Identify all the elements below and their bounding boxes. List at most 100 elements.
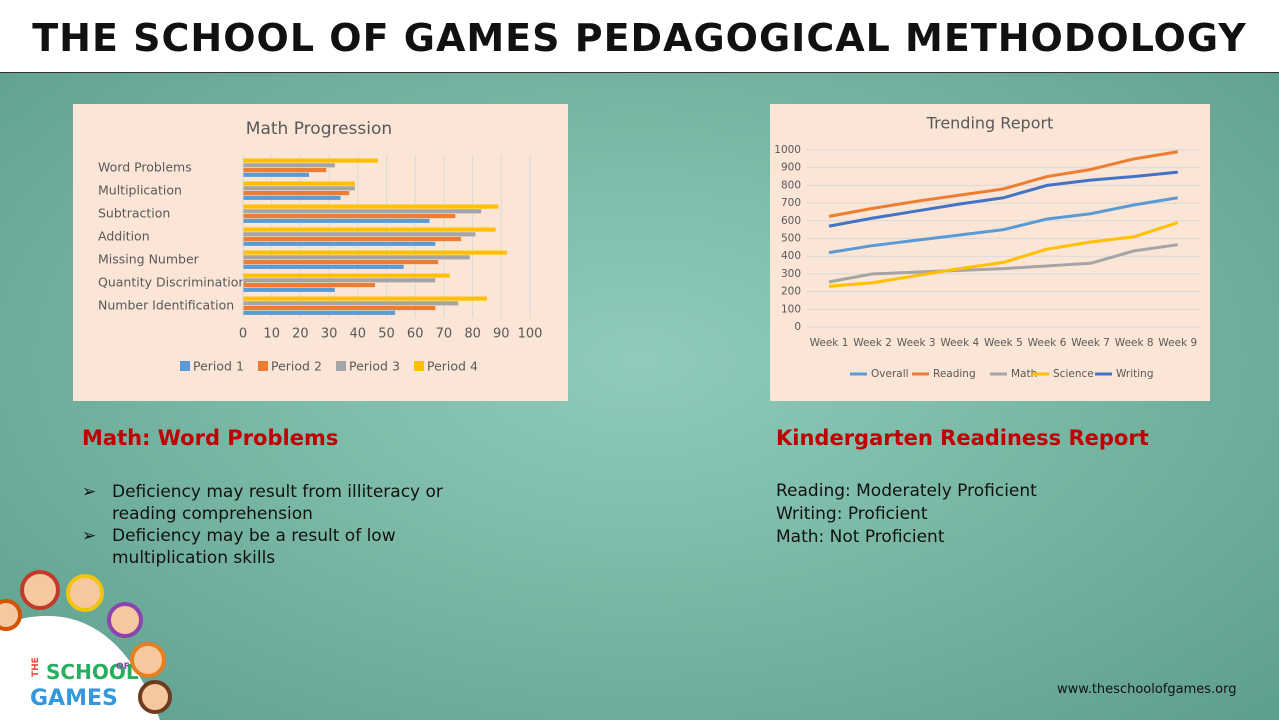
y-tick-label: Addition [98, 229, 150, 244]
bullet: Deficiency may result from illiteracy or… [82, 481, 462, 525]
bar [243, 168, 327, 173]
x-tick-label: 30 [321, 327, 338, 342]
bar [243, 237, 462, 242]
bullet: Deficiency may be a result of low multip… [82, 525, 462, 569]
y-tick-label: Number Identification [98, 298, 234, 313]
bar [243, 296, 487, 301]
section-heading: Kindergarten Readiness Report [776, 426, 1149, 450]
x-tick-label: Week 1 [810, 337, 849, 349]
bar [243, 158, 378, 163]
bar [243, 214, 456, 219]
y-tick-label: 500 [781, 233, 801, 245]
bar [243, 195, 341, 200]
y-tick-label: 900 [781, 162, 801, 174]
x-tick-label: Week 7 [1071, 337, 1110, 349]
y-tick-label: Subtraction [98, 206, 170, 221]
kid-face [138, 680, 172, 714]
bar [243, 209, 482, 214]
series-line [828, 150, 1179, 218]
y-tick-label: 400 [781, 250, 801, 262]
bar [243, 264, 404, 269]
x-tick-label: Week 3 [897, 337, 936, 349]
y-tick-label: 300 [781, 268, 801, 280]
x-tick-label: Week 6 [1028, 337, 1067, 349]
y-tick-label: 800 [781, 179, 801, 191]
bar [243, 181, 355, 186]
legend-label: Math [1011, 368, 1037, 380]
legend-label: Period 2 [271, 359, 322, 374]
slide-title: THE SCHOOL OF GAMES PEDAGOGICAL METHODOL… [32, 16, 1247, 60]
y-tick-label: 600 [781, 215, 801, 227]
x-tick-label: 100 [518, 327, 543, 342]
y-tick-label: Word Problems [98, 160, 192, 175]
x-tick-label: Week 4 [940, 337, 979, 349]
report-line: Writing: Proficient [776, 504, 928, 524]
y-tick-label: 0 [794, 321, 801, 333]
legend-label: Science [1053, 368, 1094, 380]
bar [243, 255, 470, 260]
x-tick-label: 50 [378, 327, 395, 342]
x-tick-label: Week 8 [1115, 337, 1154, 349]
series-line [828, 243, 1179, 284]
bar [243, 310, 396, 315]
legend-label: Period 1 [193, 359, 244, 374]
chart-title: Trending Report [926, 114, 1054, 133]
logo-text: SCHOOL [46, 660, 139, 684]
legend-swatch [414, 361, 424, 371]
y-tick-label: Quantity Discrimination [98, 275, 246, 290]
bar [243, 172, 310, 177]
kid-face [107, 602, 143, 638]
bar [243, 306, 436, 311]
x-tick-label: 90 [493, 327, 510, 342]
bar [243, 283, 376, 288]
bar [243, 241, 436, 246]
x-tick-label: 40 [350, 327, 367, 342]
logo: THE SCHOOL OF GAMES [0, 570, 172, 720]
bar [243, 186, 355, 191]
bar [243, 227, 496, 232]
section-heading: Math: Word Problems [82, 426, 339, 450]
x-tick-label: Week 9 [1158, 337, 1197, 349]
report-line: Math: Not Proficient [776, 527, 945, 547]
y-tick-label: 100 [781, 303, 801, 315]
legend-swatch [336, 361, 346, 371]
series-line [828, 196, 1179, 255]
bar-chart: Math Progression 0 10 20 30 40 50 60 70 80 90 100 Wo… [73, 104, 568, 401]
bar [243, 273, 450, 278]
y-tick-label: 1000 [774, 144, 801, 156]
kid-face [0, 599, 22, 631]
kid-face [130, 642, 166, 678]
legend-label: Writing [1116, 368, 1154, 380]
y-tick-label: 700 [781, 197, 801, 209]
legend-swatch [180, 361, 190, 371]
x-tick-label: 80 [464, 327, 481, 342]
bullet-list: Deficiency may result from illiteracy or… [82, 481, 462, 569]
series-line [828, 221, 1179, 288]
x-tick-label: 20 [292, 327, 309, 342]
bar [243, 218, 430, 223]
legend-label: Overall [871, 368, 909, 380]
report-line: Reading: Moderately Proficient [776, 481, 1037, 501]
kid-face [66, 574, 104, 612]
line-chart: Trending Report 0 100 200 300 400 500 600 700 800… [770, 104, 1210, 401]
bar [243, 191, 350, 196]
title-bar: THE SCHOOL OF GAMES PEDAGOGICAL METHODOL… [0, 0, 1279, 73]
x-tick-label: 0 [239, 327, 247, 342]
legend-label: Period 4 [427, 359, 478, 374]
x-tick-label: 60 [407, 327, 424, 342]
bar [243, 260, 439, 265]
legend-swatch [258, 361, 268, 371]
logo-text: GAMES [30, 686, 118, 711]
kid-face [20, 570, 60, 610]
bar [243, 232, 476, 237]
y-tick-label: 200 [781, 286, 801, 298]
series-line [828, 170, 1178, 228]
legend-label: Period 3 [349, 359, 400, 374]
bar [243, 287, 335, 292]
chart-title: Math Progression [246, 119, 392, 139]
logo-text: THE [31, 657, 41, 677]
x-tick-label: 10 [263, 327, 280, 342]
bar [243, 163, 335, 168]
bar [243, 301, 459, 306]
